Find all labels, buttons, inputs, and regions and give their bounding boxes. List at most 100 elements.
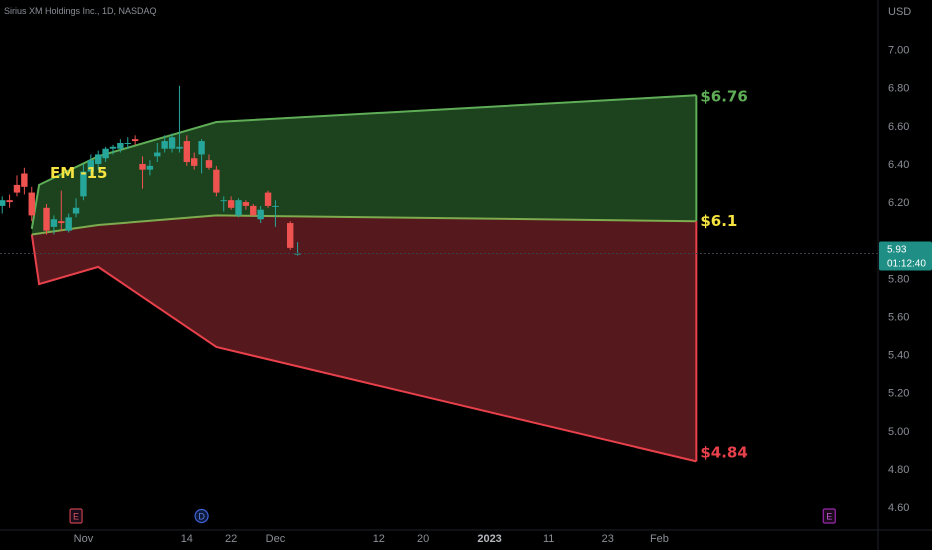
time-tick-label: 2023 — [477, 533, 501, 545]
candle-body — [287, 223, 294, 248]
time-tick-label: Nov — [74, 533, 94, 545]
candle-body — [21, 173, 28, 187]
price-axis[interactable]: 4.60 4.80 5.00 5.20 5.40 5.60 5.80 6.20 6.40 6.60… — [888, 45, 909, 515]
candle-body — [50, 219, 58, 227]
candle[interactable] — [13, 175, 21, 197]
candle[interactable] — [65, 213, 72, 233]
candle-body — [117, 142, 124, 149]
candle-body — [131, 139, 139, 142]
price-tick-label: 5.80 — [888, 273, 909, 285]
candle[interactable] — [0, 196, 6, 214]
candle[interactable] — [198, 139, 205, 174]
candle-body — [250, 205, 257, 216]
candle[interactable] — [50, 215, 58, 235]
price-tick-label: 6.80 — [888, 83, 909, 95]
candle-body — [109, 146, 117, 149]
candle-body — [205, 160, 213, 168]
candle-body — [95, 154, 102, 164]
candle[interactable] — [264, 190, 272, 208]
candle[interactable] — [124, 137, 131, 149]
candle[interactable] — [154, 142, 161, 163]
candle-body — [6, 200, 13, 203]
candle[interactable] — [146, 160, 154, 176]
candle[interactable] — [28, 186, 35, 222]
candle-body — [124, 142, 131, 144]
price-tick-label: 5.40 — [888, 350, 909, 362]
candle-body — [102, 148, 109, 159]
candle-body — [0, 200, 6, 206]
candle[interactable] — [213, 165, 220, 197]
candle[interactable] — [287, 221, 294, 250]
time-tick-label: 14 — [181, 533, 193, 545]
price-tick-label: 5.60 — [888, 311, 909, 323]
candle[interactable] — [242, 200, 250, 210]
time-axis[interactable]: Nov 14 22 Dec 12 20 2023 11 23 Feb — [74, 533, 669, 545]
earnings-icon[interactable]: E — [822, 508, 836, 524]
candlestick-series[interactable] — [0, 85, 301, 256]
candle-body — [176, 146, 183, 149]
event-marker-glyph: E — [73, 512, 79, 522]
candle-body — [272, 205, 279, 207]
upper-band-area — [31, 95, 697, 235]
candle[interactable] — [272, 200, 279, 227]
candle[interactable] — [257, 205, 264, 224]
candle-body — [198, 141, 205, 155]
candle[interactable] — [161, 135, 168, 153]
candle-body — [235, 200, 242, 216]
candle-body — [43, 207, 50, 231]
candle[interactable] — [21, 167, 28, 195]
candle[interactable] — [191, 152, 198, 170]
expected-move-bands — [30, 94, 698, 463]
candle-body — [257, 209, 264, 220]
time-tick-label: 11 — [543, 533, 554, 545]
candle[interactable] — [205, 154, 213, 170]
candle[interactable] — [72, 198, 80, 218]
candle-body — [154, 152, 161, 157]
candle[interactable] — [80, 163, 87, 201]
candle-body — [191, 158, 198, 166]
candle[interactable] — [220, 196, 227, 212]
time-tick-label: 20 — [417, 533, 429, 545]
candle[interactable] — [235, 198, 242, 218]
current-price-tag: 5.93 01:12:40 — [879, 241, 932, 271]
candle-body — [139, 163, 146, 170]
candle-body — [87, 160, 95, 172]
candle-body — [80, 171, 87, 197]
candle-body — [72, 207, 80, 214]
candle[interactable] — [139, 156, 146, 189]
candle[interactable] — [117, 139, 124, 153]
candle[interactable] — [250, 203, 257, 216]
event-marker-shape — [69, 508, 83, 524]
candle[interactable] — [227, 196, 235, 210]
candle[interactable] — [109, 144, 117, 155]
earnings-icon[interactable]: E — [69, 508, 83, 524]
time-tick-label: 23 — [602, 533, 614, 545]
candle-body — [13, 184, 21, 193]
price-tick-label: 5.00 — [888, 426, 909, 438]
candle[interactable] — [176, 85, 183, 153]
price-tick-label: 6.40 — [888, 159, 909, 171]
event-marker-shape — [822, 508, 836, 524]
candle[interactable] — [58, 190, 65, 231]
mid-band-label: $6.1 — [700, 212, 737, 230]
candle-body — [213, 169, 220, 193]
candle[interactable] — [183, 135, 191, 166]
candle-body — [183, 141, 191, 163]
candle[interactable] — [102, 146, 109, 163]
candle[interactable] — [43, 203, 50, 235]
candle[interactable] — [168, 133, 176, 153]
price-tick-label: 6.20 — [888, 197, 909, 209]
time-tick-label: Dec — [266, 533, 286, 545]
candle[interactable] — [95, 150, 102, 170]
dividend-icon[interactable]: D — [194, 508, 209, 524]
candle[interactable] — [6, 194, 13, 208]
candle[interactable] — [87, 154, 95, 178]
price-tick-label: 6.60 — [888, 121, 909, 133]
lower-band-area — [31, 215, 697, 462]
candle-body — [264, 192, 272, 206]
candle-body — [65, 217, 72, 231]
price-tick-label: 7.00 — [888, 45, 909, 57]
candle[interactable] — [131, 135, 139, 145]
